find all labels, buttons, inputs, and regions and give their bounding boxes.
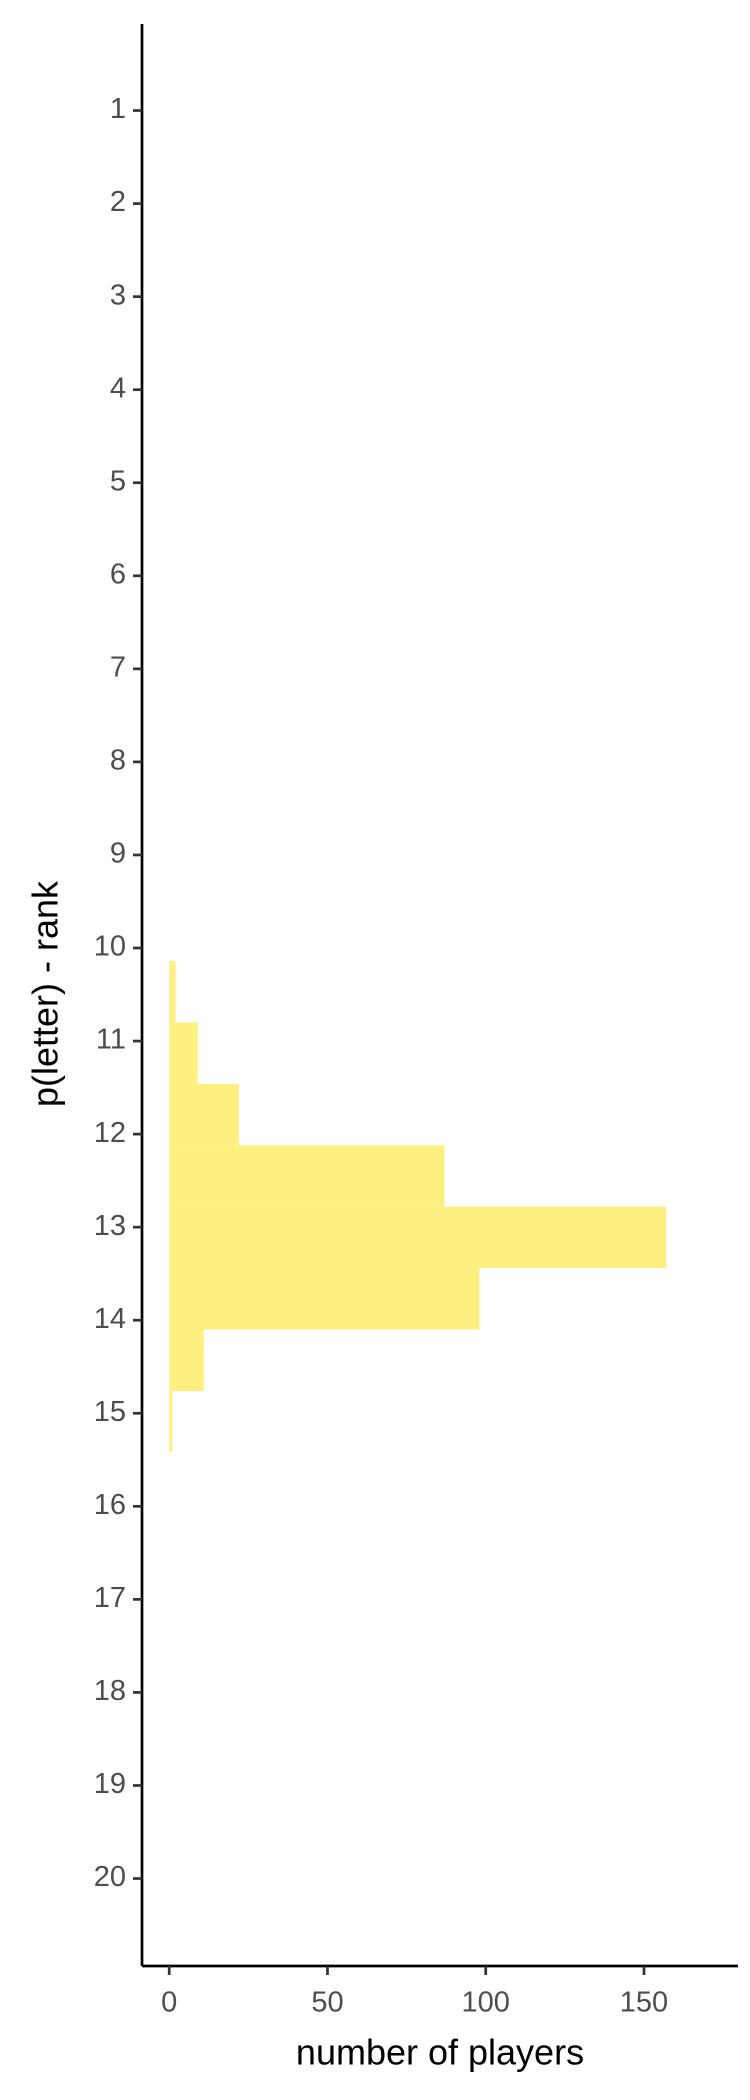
y-tick-label: 11	[96, 1024, 126, 1056]
bar	[169, 1145, 445, 1207]
y-tick-label: 9	[110, 838, 126, 870]
bar	[169, 1022, 198, 1084]
y-tick-label: 20	[94, 1861, 126, 1893]
bar	[169, 1329, 205, 1391]
bar	[169, 961, 176, 1023]
y-axis-title: p(letter) - rank	[25, 880, 66, 1107]
x-axis-title: number of players	[296, 2032, 584, 2073]
y-tick-label: 18	[94, 1675, 126, 1707]
y-tick-label: 3	[110, 279, 126, 311]
y-tick-label: 12	[94, 1117, 126, 1149]
bar	[169, 1206, 667, 1269]
y-tick-label: 5	[110, 465, 126, 497]
y-tick-label: 15	[94, 1396, 126, 1428]
y-tick-label: 16	[94, 1489, 126, 1521]
y-tick-label: 7	[110, 652, 126, 684]
x-tick-label: 50	[311, 1987, 343, 2019]
bar	[169, 1083, 239, 1146]
bar	[169, 1268, 480, 1330]
bar	[169, 1390, 173, 1453]
y-tick-label: 14	[94, 1303, 126, 1335]
y-tick-label: 8	[110, 745, 126, 777]
y-tick-label: 10	[94, 931, 126, 963]
y-tick-label: 19	[94, 1768, 126, 1800]
y-tick-label: 13	[94, 1210, 126, 1242]
y-tick-label: 1	[110, 93, 126, 125]
y-tick-label: 4	[110, 372, 126, 404]
x-tick-label: 100	[462, 1987, 510, 2019]
x-tick-label: 150	[620, 1987, 668, 2019]
y-tick-label: 17	[94, 1582, 126, 1614]
y-tick-label: 2	[110, 186, 126, 218]
x-tick-label: 0	[161, 1987, 177, 2019]
y-tick-label: 6	[110, 558, 126, 590]
